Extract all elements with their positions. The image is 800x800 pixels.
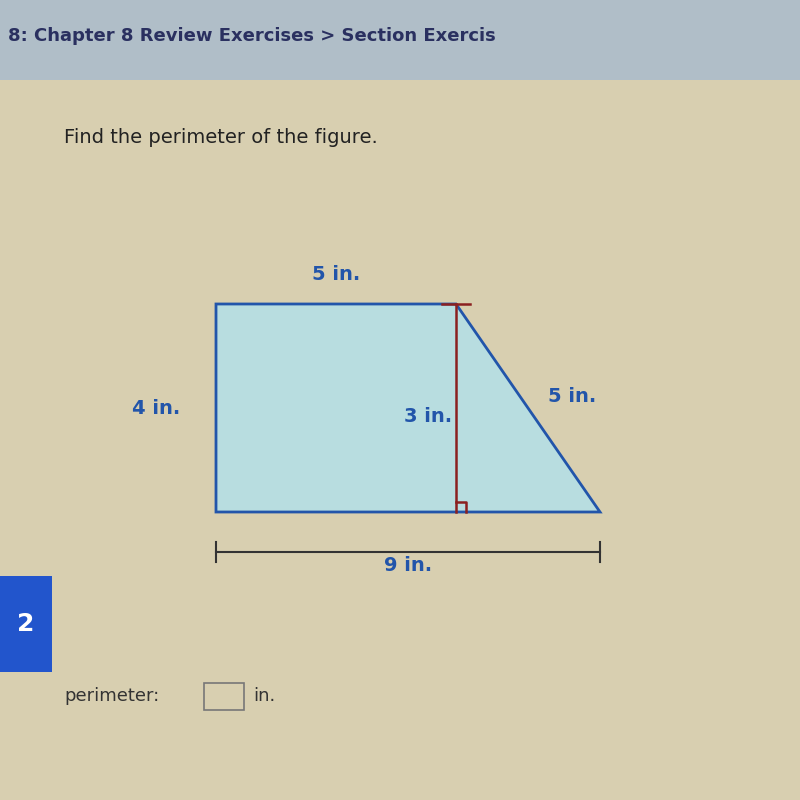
Text: in.: in. — [254, 687, 276, 705]
Text: perimeter:: perimeter: — [64, 687, 159, 705]
Bar — [0, 576, 52, 672]
Bar — [0, 0, 800, 80]
Text: 2: 2 — [17, 612, 34, 636]
Text: 4 in.: 4 in. — [132, 398, 180, 418]
Bar — [204, 683, 244, 710]
Text: 5 in.: 5 in. — [548, 386, 596, 406]
Polygon shape — [216, 304, 600, 512]
Text: 8: Chapter 8 Review Exercises > Section Exercis: 8: Chapter 8 Review Exercises > Section … — [8, 27, 496, 45]
Text: 3 in.: 3 in. — [404, 406, 452, 426]
Text: 5 in.: 5 in. — [312, 265, 360, 284]
Text: Find the perimeter of the figure.: Find the perimeter of the figure. — [64, 128, 378, 147]
Text: 9 in.: 9 in. — [384, 556, 432, 575]
